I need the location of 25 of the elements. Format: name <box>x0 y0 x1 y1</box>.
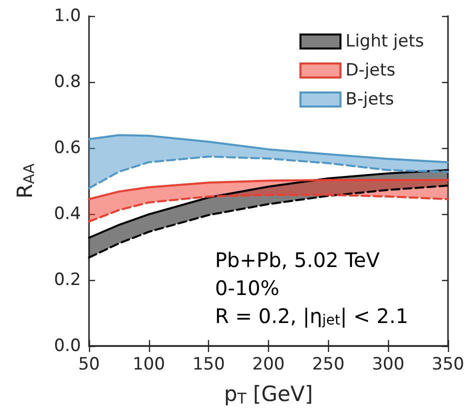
line-series <box>88 134 449 164</box>
y-axis-title: RAA <box>12 163 38 199</box>
line-series <box>88 194 449 223</box>
y-tick-label: 0.2 <box>54 270 81 290</box>
legend-label: D-jets <box>345 60 396 80</box>
x-tick-label: 250 <box>312 354 345 374</box>
y-tick-label: 1.0 <box>54 6 81 26</box>
legend-label: B-jets <box>345 90 394 110</box>
x-tick-label: 200 <box>252 354 285 374</box>
line-series <box>88 179 449 200</box>
x-tick-label: 100 <box>132 354 166 374</box>
x-tick-label: 150 <box>192 354 225 374</box>
x-tick-label: 50 <box>78 354 100 374</box>
y-tick-label: 0.0 <box>54 336 81 356</box>
y-tick-label: 0.6 <box>54 138 81 158</box>
x-tick-label: 300 <box>372 354 404 374</box>
y-tick-label: 0.4 <box>54 204 81 224</box>
y-tick-label: 0.8 <box>54 72 81 92</box>
line-series <box>88 169 449 239</box>
line-series <box>88 156 449 190</box>
annotation: 0-10% <box>215 276 280 300</box>
x-tick-label: 350 <box>432 354 464 374</box>
legend-label: Light jets <box>345 32 424 52</box>
annotation: R = 0.2, |ηjet| < 2.1 <box>215 304 408 328</box>
annotation: Pb+Pb, 5.02 TeV <box>215 248 380 272</box>
